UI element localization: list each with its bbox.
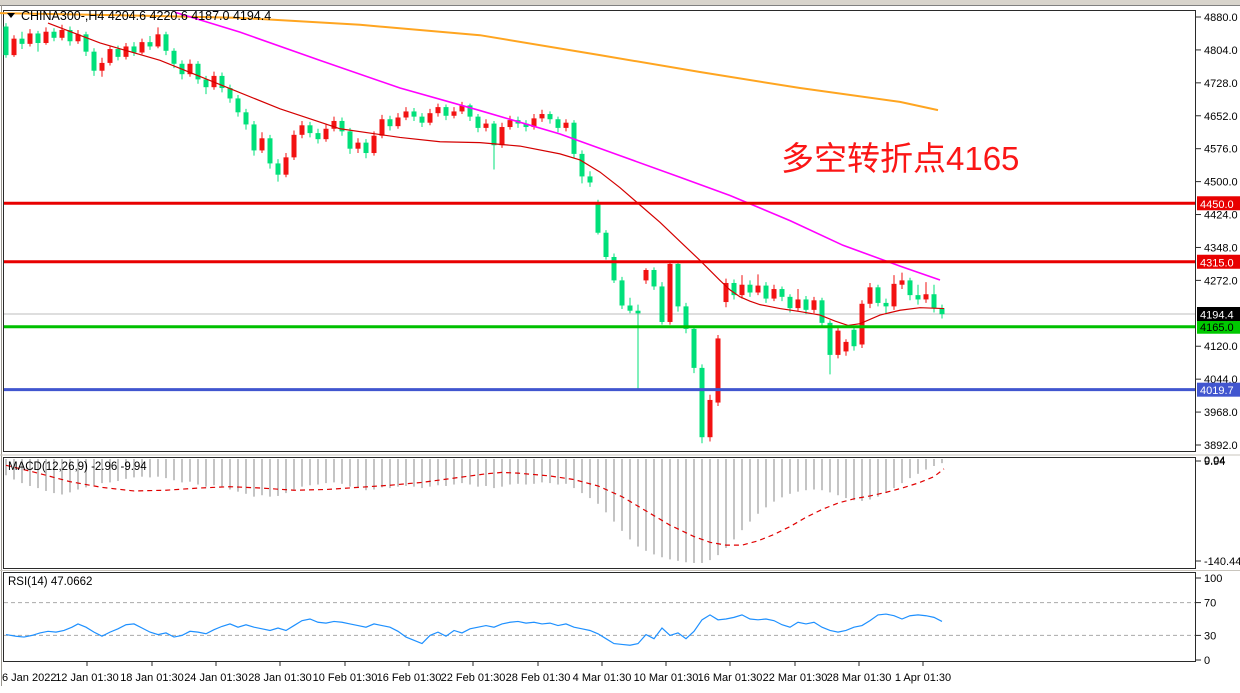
window-top-edge [0, 0, 1240, 5]
rsi-panel[interactable]: 100 70 30 0 [4, 573, 1222, 667]
chart-title: CHINA300-,H4 4204.6 4220.6 4187.0 4194.4 [21, 9, 271, 23]
svg-text:1 Apr 01:30: 1 Apr 01:30 [895, 672, 951, 684]
svg-text:18 Jan 01:30: 18 Jan 01:30 [120, 672, 184, 684]
svg-text:10 Feb 01:30: 10 Feb 01:30 [313, 672, 378, 684]
svg-text:16 Mar 01:30: 16 Mar 01:30 [698, 672, 763, 684]
svg-text:28 Jan 01:30: 28 Jan 01:30 [248, 672, 312, 684]
svg-text:70: 70 [1204, 598, 1216, 610]
svg-text:28 Mar 01:30: 28 Mar 01:30 [827, 672, 892, 684]
rsi-panel-border [3, 572, 1196, 662]
svg-text:4348.0: 4348.0 [1204, 242, 1238, 254]
svg-text:9.94: 9.94 [1204, 456, 1225, 468]
moving-averages [0, 11, 945, 327]
svg-text:30: 30 [1204, 630, 1216, 642]
svg-text:4450.0: 4450.0 [1200, 199, 1234, 211]
svg-text:4165.0: 4165.0 [1200, 322, 1234, 334]
svg-text:4272.0: 4272.0 [1204, 275, 1238, 287]
horizontal-level-lines[interactable] [4, 201, 1195, 392]
svg-text:3892.0: 3892.0 [1204, 440, 1238, 452]
svg-text:4576.0: 4576.0 [1204, 144, 1238, 156]
svg-text:22 Feb 01:30: 22 Feb 01:30 [441, 672, 506, 684]
svg-text:4194.4: 4194.4 [1200, 310, 1234, 322]
svg-text:4424.0: 4424.0 [1204, 210, 1238, 222]
svg-text:24 Jan 01:30: 24 Jan 01:30 [184, 672, 248, 684]
svg-text:4019.7: 4019.7 [1200, 385, 1234, 397]
chart-dropdown-triangle-icon[interactable] [7, 13, 15, 18]
macd-panel[interactable]: 9.940.04 -140.44 [5, 455, 1240, 568]
svg-text:4500.0: 4500.0 [1204, 177, 1238, 189]
svg-text:4652.0: 4652.0 [1204, 111, 1238, 123]
svg-text:4120.0: 4120.0 [1204, 341, 1238, 353]
macd-panel-border [3, 457, 1196, 569]
svg-text:4315.0: 4315.0 [1200, 257, 1234, 269]
svg-text:0.04: 0.04 [1204, 455, 1225, 467]
svg-text:28 Feb 01:30: 28 Feb 01:30 [506, 672, 571, 684]
svg-text:3968.0: 3968.0 [1204, 407, 1238, 419]
main-price-axis: 4880.0 4804.0 4728.0 4652.0 4576.0 4500.0 4424… [1196, 12, 1238, 452]
svg-text:4 Mar 01:30: 4 Mar 01:30 [573, 672, 632, 684]
macd-label: MACD(12,26,9) -2.96 -9.94 [8, 461, 147, 473]
svg-text:10 Mar 01:30: 10 Mar 01:30 [634, 672, 699, 684]
svg-text:16 Feb 01:30: 16 Feb 01:30 [377, 672, 442, 684]
svg-text:4804.0: 4804.0 [1204, 45, 1238, 57]
svg-text:0: 0 [1204, 655, 1210, 667]
rsi-label: RSI(14) 47.0662 [8, 576, 92, 588]
svg-text:22 Mar 01:30: 22 Mar 01:30 [763, 672, 828, 684]
svg-text:6 Jan 2022: 6 Jan 2022 [2, 672, 56, 684]
svg-text:4728.0: 4728.0 [1204, 78, 1238, 90]
svg-text:-140.44: -140.44 [1204, 556, 1240, 568]
svg-text:100: 100 [1204, 573, 1222, 585]
svg-text:12 Jan 01:30: 12 Jan 01:30 [55, 672, 119, 684]
svg-text:4880.0: 4880.0 [1204, 12, 1238, 24]
annotation-text: 多空转折点4165 [781, 140, 1019, 177]
price-axis-badges: 4450.0 4315.0 4165.0 4019.7 4194.4 [1197, 196, 1240, 397]
